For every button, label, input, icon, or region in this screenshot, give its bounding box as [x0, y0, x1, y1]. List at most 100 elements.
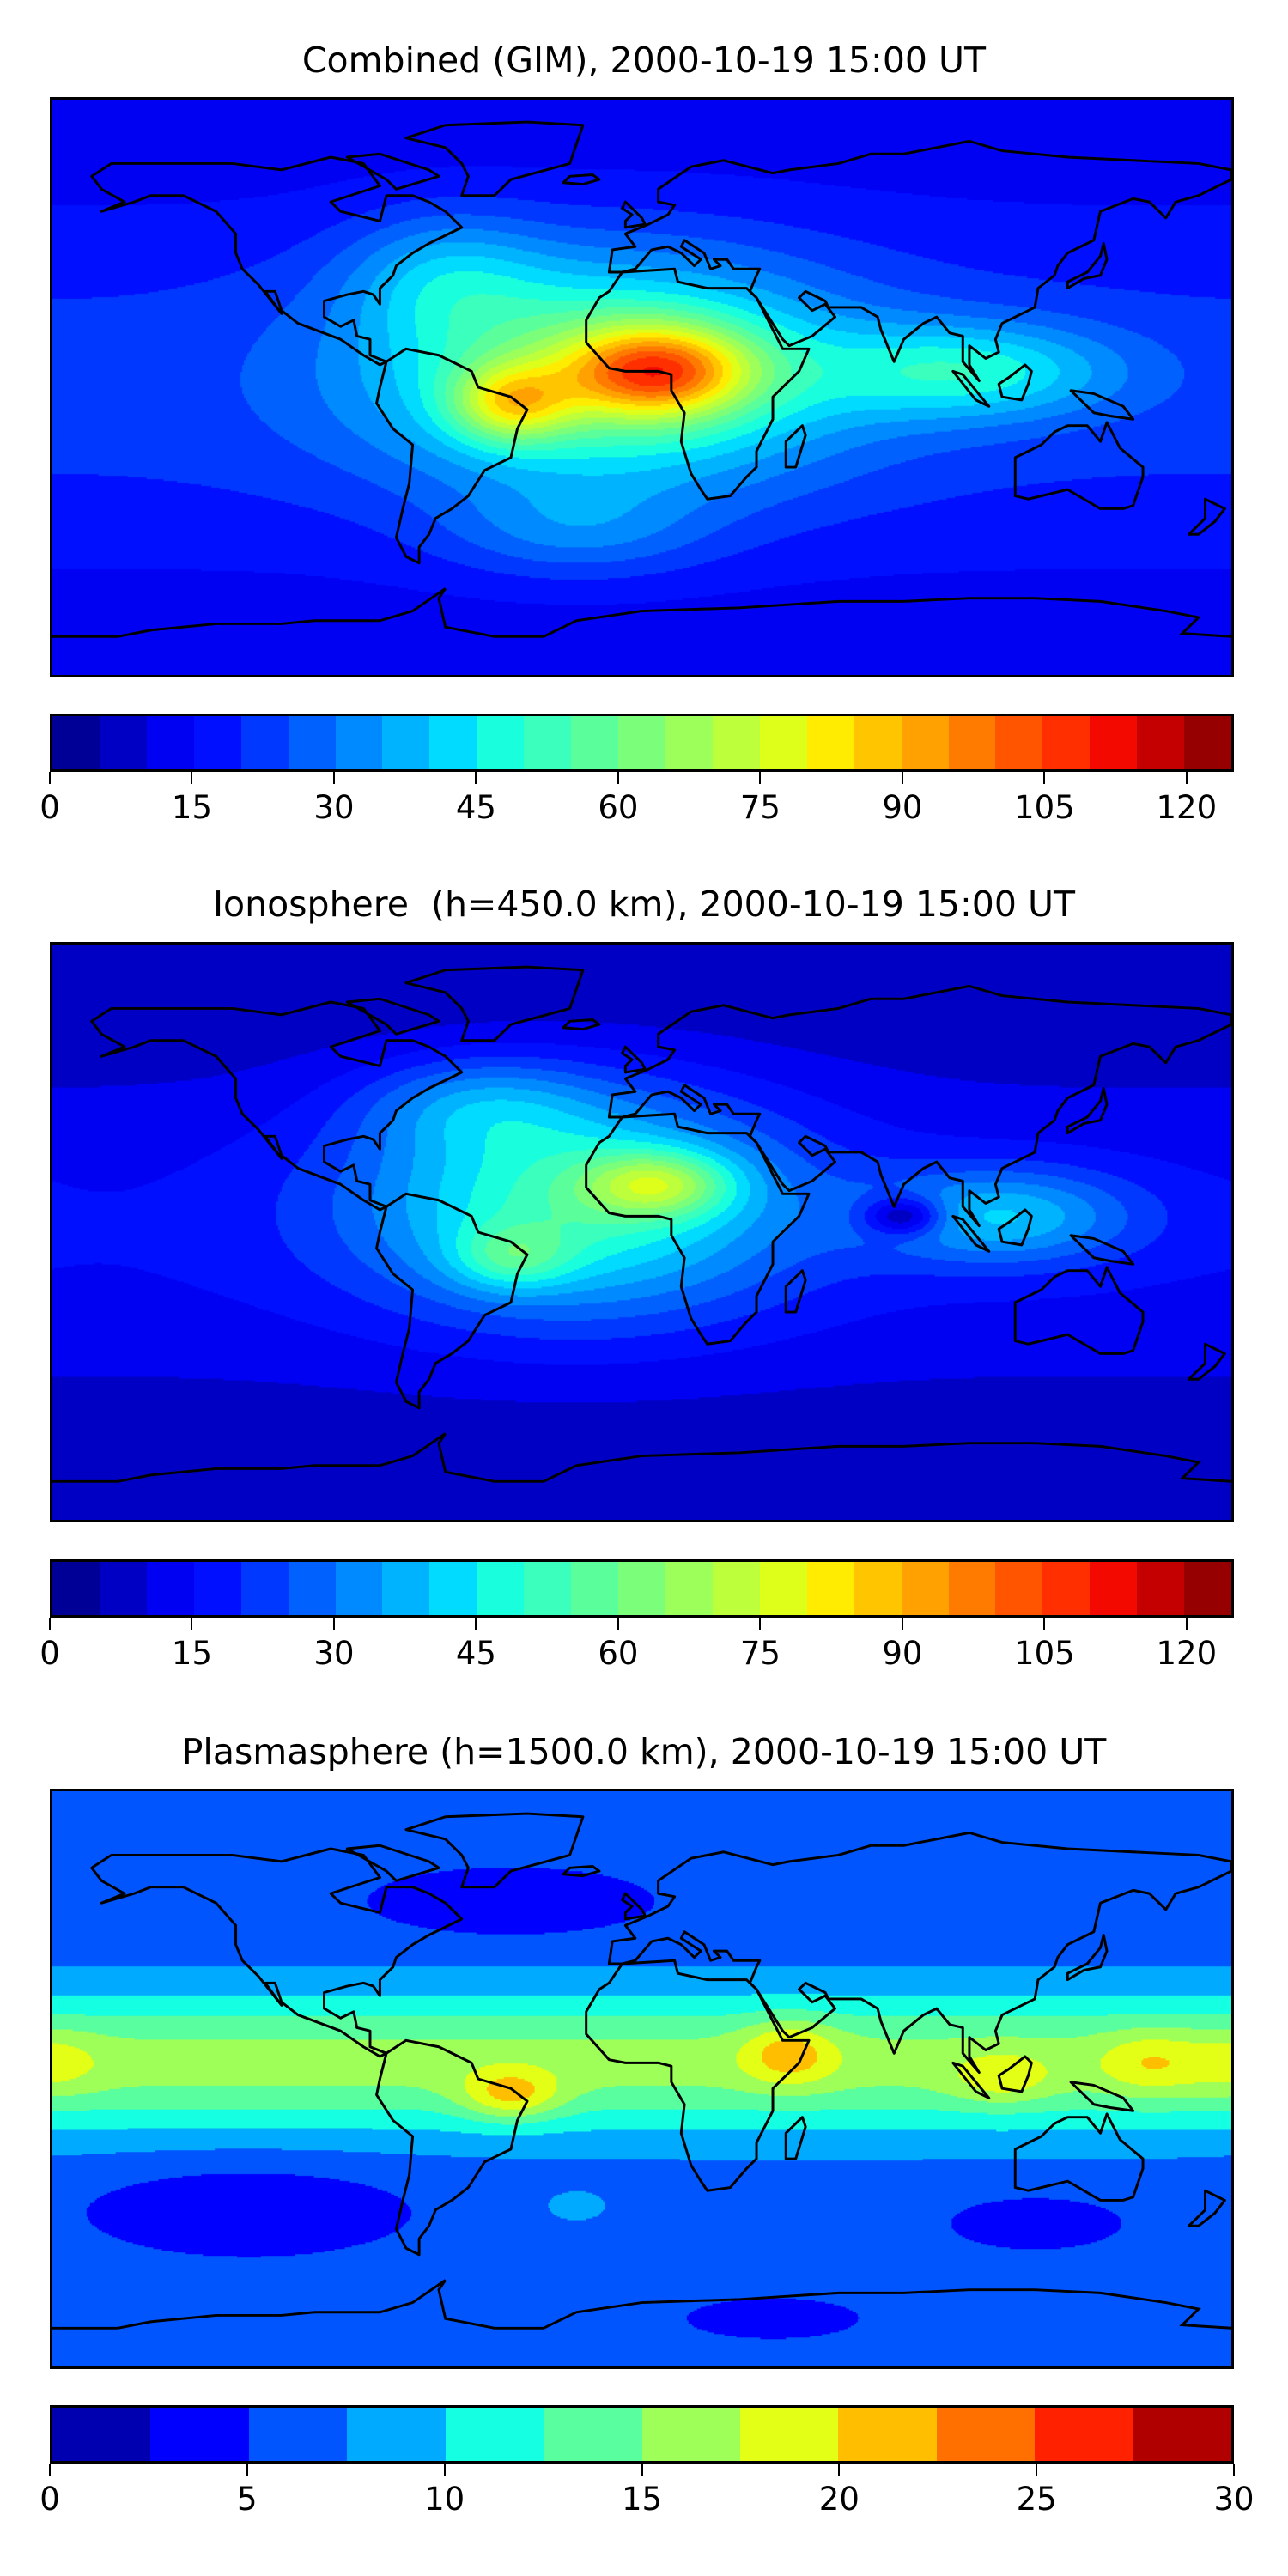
- colorbar-tick-mark: [1185, 772, 1188, 784]
- coastline-jp: [1066, 242, 1109, 290]
- colorbar-level-segment: [1137, 716, 1185, 769]
- coastline-af: [585, 1112, 811, 1346]
- coastline-af: [585, 267, 811, 501]
- colorbar-level-segment: [335, 1562, 383, 1615]
- colorbar-level-segment: [665, 1562, 713, 1615]
- coastline-nz: [1187, 497, 1226, 536]
- colorbar-level-segment: [739, 2408, 839, 2461]
- coastline-iceland: [562, 1018, 601, 1031]
- coastline-jp: [1066, 1934, 1109, 1982]
- colorbar-level-segment: [1035, 2408, 1133, 2461]
- colorbar-level-segment: [240, 716, 289, 769]
- colorbar-tick-label: 30: [313, 789, 355, 826]
- colorbar-level-segment: [429, 716, 477, 769]
- colorbar-level-segment: [806, 716, 854, 769]
- coastline-ng: [1069, 1234, 1135, 1266]
- colorbar-tick-mark: [641, 2464, 643, 2476]
- colorbar-level-segment: [544, 2408, 642, 2461]
- plasmasphere-colorbar-ticks: 0 5 10 15 20 25 30: [39, 2464, 1255, 2524]
- colorbar-level-segment: [1184, 716, 1232, 769]
- colorbar-tick-mark: [191, 772, 193, 784]
- colorbar-level-segment: [335, 716, 383, 769]
- colorbar-level-segment: [1133, 2408, 1232, 2461]
- coastline-uk: [621, 1045, 647, 1074]
- colorbar-tick-label: 120: [1156, 1635, 1218, 1672]
- coastline-ng: [1069, 389, 1135, 421]
- coastline-af: [585, 1959, 811, 2192]
- colorbar-level-segment: [571, 1562, 619, 1615]
- colorbar-tick-label: 45: [455, 1635, 496, 1672]
- colorbar-tick-label: 45: [455, 789, 496, 826]
- plasmasphere-colorbar: [50, 2405, 1234, 2464]
- coastline-borneo: [997, 2055, 1033, 2093]
- colorbar-tick-label: 30: [313, 1635, 355, 1672]
- coastline-antarctica: [52, 2279, 1231, 2330]
- coastline-antarctica: [52, 1432, 1231, 1483]
- colorbar-tick-label: 15: [621, 2481, 663, 2518]
- colorbar-level-segment: [1090, 716, 1138, 769]
- colorbar-level-segment: [52, 1562, 100, 1615]
- tec-contour-field: [52, 100, 1231, 675]
- colorbar-level-segment: [477, 1562, 525, 1615]
- colorbar-tick-mark: [617, 772, 619, 784]
- coastline-sa: [375, 2038, 529, 2257]
- colorbar-tick-mark: [1043, 772, 1046, 784]
- colorbar-level-segment: [759, 716, 807, 769]
- colorbar-level-segment: [618, 1562, 665, 1615]
- coastlines: [52, 965, 1231, 1483]
- colorbar-tick-label: 0: [39, 789, 60, 826]
- combined-map-title: Combined (GIM), 2000-10-19 15:00 UT: [301, 39, 987, 81]
- coastline-gl: [404, 1812, 585, 1889]
- colorbar-tick-label: 75: [739, 1635, 781, 1672]
- colorbar-tick-mark: [191, 1618, 193, 1630]
- colorbar-level-segment: [52, 716, 100, 769]
- colorbar-tick-label: 60: [598, 789, 639, 826]
- colorbar-tick-mark: [838, 2464, 841, 2476]
- colorbar-tick-mark: [617, 1618, 619, 1630]
- tec-contour-field: [52, 945, 1231, 1520]
- colorbar-tick-label: 10: [424, 2481, 465, 2518]
- coastline-mg: [784, 424, 807, 469]
- coastline-baffin: [345, 1844, 440, 1882]
- coastline-eu: [607, 984, 1231, 1228]
- colorbar-level-segment: [665, 716, 713, 769]
- colorbar-level-segment: [248, 2408, 348, 2461]
- colorbar-level-segment: [854, 1562, 902, 1615]
- colorbar-tick-mark: [49, 1618, 51, 1630]
- colorbar-tick-mark: [49, 2464, 51, 2476]
- colorbar-tick-label: 15: [171, 1635, 213, 1672]
- colorbar-level-segment: [838, 2408, 937, 2461]
- colorbar-level-segment: [99, 1562, 147, 1615]
- colorbar-tick-mark: [1185, 1618, 1188, 1630]
- colorbar-level-segment: [641, 2408, 740, 2461]
- coastline-eu: [607, 1831, 1231, 2075]
- coastline-au: [1013, 421, 1145, 510]
- colorbar-tick-label: 15: [171, 789, 213, 826]
- coastline-au: [1013, 2112, 1145, 2202]
- combined-tec-map: [50, 97, 1234, 677]
- colorbar-level-segment: [240, 1562, 289, 1615]
- coastline-iceland: [562, 173, 601, 186]
- coastlines: [52, 120, 1231, 638]
- colorbar-tick-mark: [443, 2464, 446, 2476]
- colorbar-tick-label: 60: [598, 1635, 639, 1672]
- coastline-borneo: [997, 363, 1033, 402]
- colorbar-tick-mark: [332, 772, 335, 784]
- colorbar-level-segment: [948, 716, 996, 769]
- colorbar-level-segment: [712, 1562, 760, 1615]
- colorbar-level-segment: [995, 1562, 1043, 1615]
- colorbar-level-segment: [854, 716, 902, 769]
- coastline-na: [90, 155, 464, 367]
- colorbar-tick-label: 75: [739, 789, 781, 826]
- ionosphere-colorbar: [50, 1559, 1234, 1618]
- coastline-mg: [784, 1269, 807, 1314]
- coastline-gl: [404, 965, 585, 1042]
- combined-colorbar-ticks: 0 15 30 45 60 75 90 105 120: [39, 772, 1234, 832]
- colorbar-level-segment: [477, 716, 525, 769]
- colorbar-tick-mark: [1233, 2464, 1235, 2476]
- plasmasphere-map-title: Plasmasphere (h=1500.0 km), 2000-10-19 1…: [181, 1731, 1107, 1772]
- colorbar-tick-mark: [49, 772, 51, 784]
- colorbar-level-segment: [901, 1562, 949, 1615]
- colorbar-tick-label: 90: [882, 789, 923, 826]
- colorbar-level-segment: [1090, 1562, 1138, 1615]
